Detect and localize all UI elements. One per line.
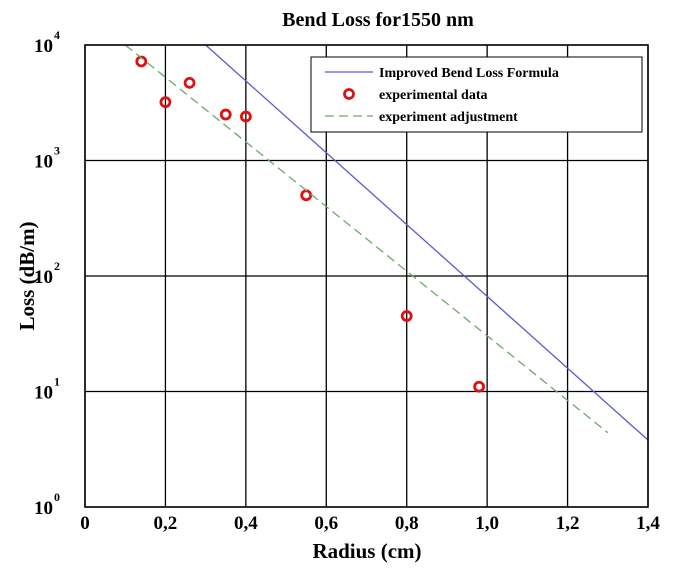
- legend-entry-label: experimental data: [379, 88, 487, 103]
- legend-entry-label: experiment adjustment: [379, 110, 518, 125]
- y-tick-label: 10: [34, 36, 53, 57]
- data-point: [400, 310, 413, 322]
- chart-title: Bend Loss for1550 nm: [282, 9, 474, 31]
- x-tick-label: 1,4: [636, 513, 660, 534]
- data-series: [124, 44, 649, 441]
- x-tick-label: 0,4: [234, 513, 258, 534]
- y-tick-label: 10: [34, 152, 53, 173]
- y-tick-label: 10: [34, 267, 53, 288]
- y-tick-label: 10: [34, 383, 53, 404]
- x-tick-label: 1,2: [556, 513, 580, 534]
- y-tick-exponent: 3: [54, 144, 60, 158]
- x-tick-label: 0,2: [154, 513, 178, 534]
- data-point: [135, 55, 148, 68]
- y-tick-label: 10: [34, 498, 53, 519]
- x-tick-label: 0,8: [395, 513, 419, 534]
- data-point: [219, 108, 232, 121]
- legend: Improved Bend Loss Formula experimental d…: [310, 56, 643, 133]
- legend-marker-sample: [343, 88, 355, 100]
- y-tick-exponent: 0: [54, 490, 60, 504]
- data-point: [300, 189, 313, 202]
- plot-frame: [84, 44, 649, 508]
- y-tick-exponent: 2: [54, 259, 60, 273]
- x-tick-label: 1,0: [475, 513, 499, 534]
- legend-box: [310, 56, 643, 133]
- series-line: [124, 44, 609, 434]
- data-point: [239, 110, 252, 123]
- y-tick-exponent: 4: [54, 28, 60, 42]
- legend-entry-label: Improved Bend Loss Formula: [379, 66, 559, 81]
- x-tick-label: 0,6: [314, 513, 338, 534]
- data-point: [473, 380, 486, 393]
- data-point: [159, 96, 172, 109]
- x-tick-label: 0: [80, 513, 90, 534]
- y-tick-exponent: 1: [54, 375, 60, 389]
- data-point: [183, 76, 196, 89]
- x-axis-label: Radius (cm): [312, 539, 421, 563]
- y-axis-label: Loss (dB/m): [15, 221, 39, 330]
- series-line: [205, 44, 649, 441]
